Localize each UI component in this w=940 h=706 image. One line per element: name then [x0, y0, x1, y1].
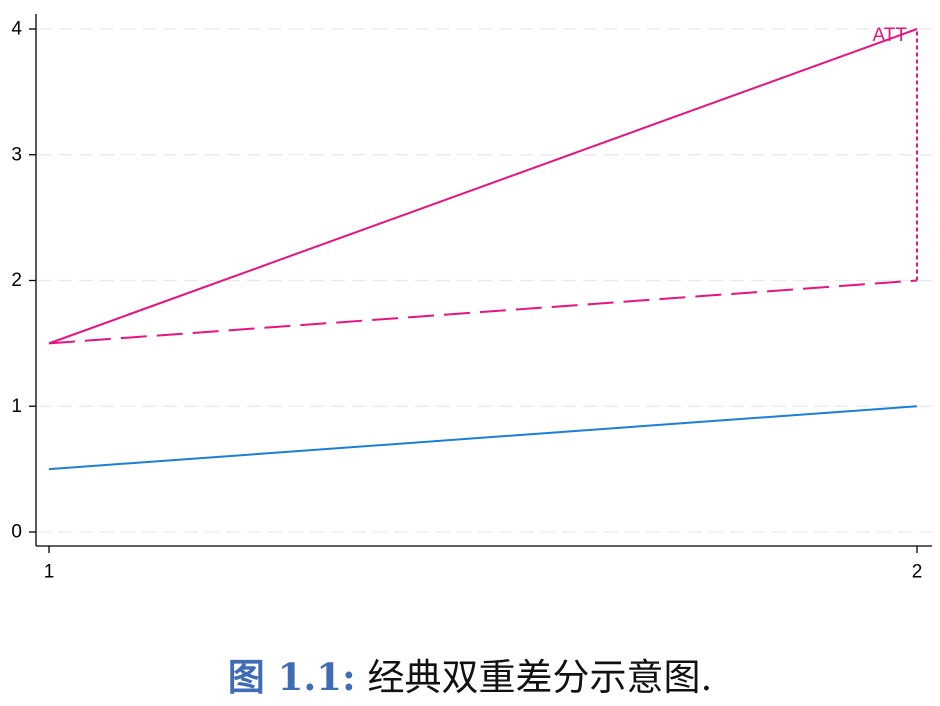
caption-label: 图 1.1:	[227, 655, 356, 699]
series-line-solid	[48, 405, 918, 471]
att-label: ATT	[873, 25, 908, 46]
series-line-dashed	[48, 279, 918, 345]
grid-lines	[37, 28, 932, 533]
y-tick-label: 0	[11, 522, 22, 543]
did-chart: 0 1 2 3 4 1 2 ATT	[11, 14, 932, 583]
series-lines	[48, 28, 918, 471]
y-tick-label: 1	[11, 396, 22, 417]
y-tick-label: 3	[11, 144, 22, 165]
y-tick-label: 4	[11, 19, 22, 40]
figure-caption: 图 1.1: 经典双重差分示意图.	[0, 655, 940, 700]
tick-marks: 0 1 2 3 4 1 2	[11, 19, 922, 583]
y-tick-label: 2	[11, 270, 22, 291]
annotations: ATT	[873, 25, 918, 281]
series-line-solid	[48, 28, 918, 345]
x-tick-label: 2	[912, 562, 923, 583]
x-tick-label: 1	[44, 562, 55, 583]
caption-text: 经典双重差分示意图.	[355, 656, 713, 699]
